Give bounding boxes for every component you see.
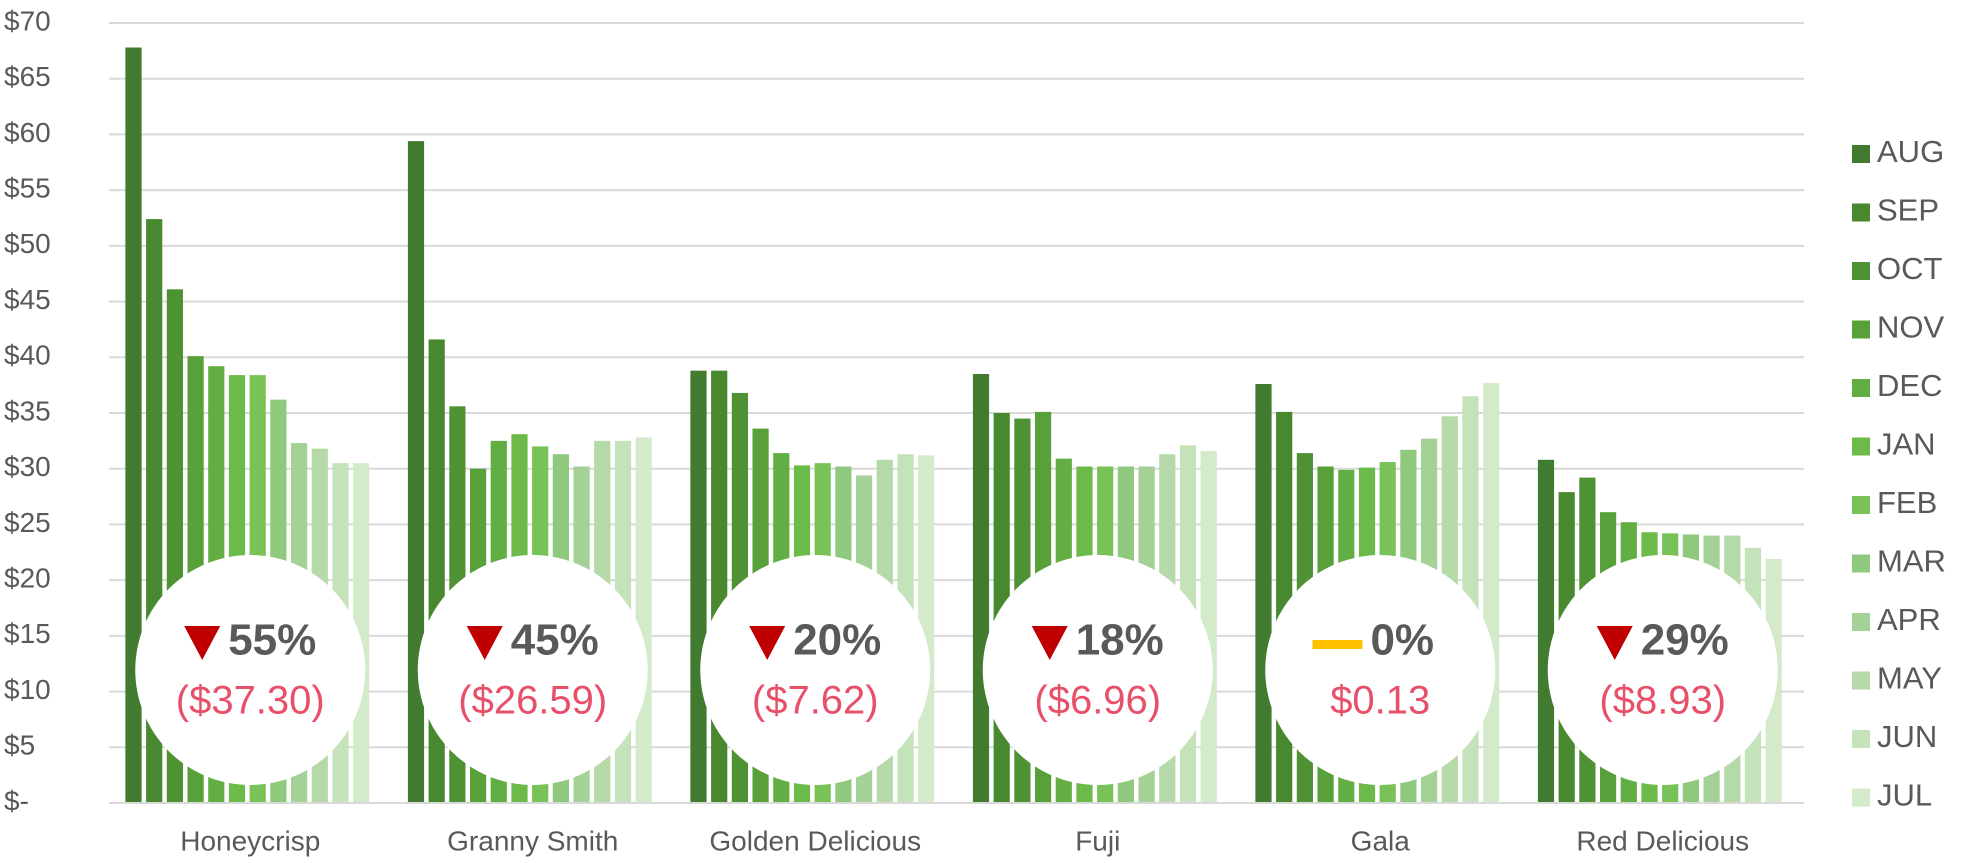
bar — [1483, 382, 1500, 803]
legend-swatch — [1852, 437, 1870, 456]
annotation-percent: 29% — [1641, 616, 1729, 665]
legend-swatch — [1852, 145, 1870, 163]
bar — [407, 141, 425, 804]
down-arrow — [1596, 626, 1633, 660]
annotation: 45% ($26.59) — [417, 555, 648, 785]
annotation-percent: 0% — [1370, 616, 1434, 665]
legend-swatch — [1852, 320, 1870, 339]
legend-swatch — [1852, 554, 1870, 573]
annotation: 20% ($7.62) — [700, 555, 931, 785]
legend-swatch — [1852, 496, 1870, 514]
flat-dash — [1312, 640, 1363, 649]
annotation: 29% ($8.93) — [1547, 555, 1778, 785]
annotation-change: ($37.30) — [176, 679, 325, 723]
x-tick-label: Granny Smith — [447, 825, 618, 856]
annotation-circle — [1547, 555, 1778, 785]
legend-swatch — [1852, 379, 1870, 397]
bar — [125, 47, 142, 804]
down-arrow — [466, 626, 503, 660]
legend-swatch — [1852, 203, 1870, 222]
annotation-change: ($26.59) — [458, 679, 607, 723]
y-tick-label: $60 — [4, 117, 51, 148]
annotation-circle — [700, 555, 931, 785]
y-tick-label: $40 — [4, 340, 51, 371]
down-arrow — [184, 626, 221, 660]
legend-label: DEC — [1877, 368, 1942, 403]
y-tick-label: $35 — [4, 395, 51, 426]
annotation-circle — [1265, 555, 1496, 785]
legend-label: JUN — [1877, 719, 1937, 754]
legend-label: MAR — [1877, 544, 1946, 579]
annotation-change: ($8.93) — [1599, 679, 1726, 723]
x-tick-label: Red Delicious — [1576, 825, 1749, 856]
y-tick-label: $15 — [4, 618, 51, 649]
annotation-change: $0.13 — [1330, 679, 1430, 723]
y-tick-label: $5 — [4, 730, 35, 761]
annotation-change: ($6.96) — [1034, 679, 1161, 723]
annotation-percent: 20% — [793, 616, 881, 665]
annotation-change: ($7.62) — [752, 679, 879, 723]
y-tick-label: $55 — [4, 173, 51, 204]
annotation-circle — [135, 555, 366, 785]
legend-swatch — [1852, 788, 1870, 807]
legend-swatch — [1852, 671, 1870, 690]
annotation: 55% ($37.30) — [135, 555, 366, 785]
x-tick-label: Golden Delicious — [709, 825, 921, 856]
legend-label: FEB — [1877, 485, 1937, 520]
x-tick-label: Honeycrisp — [180, 825, 320, 856]
legend-label: APR — [1877, 602, 1941, 637]
annotation-circle — [982, 555, 1213, 785]
y-tick-label: $50 — [4, 228, 51, 259]
y-tick-label: $65 — [4, 61, 51, 92]
legend-label: NOV — [1877, 310, 1945, 345]
legend-label: JUL — [1877, 778, 1932, 813]
bar — [1255, 384, 1272, 803]
y-tick-label: $30 — [4, 451, 51, 482]
y-tick-label: $45 — [4, 284, 51, 315]
bar — [918, 455, 935, 803]
y-tick-label: $70 — [4, 5, 51, 36]
x-tick-label: Gala — [1351, 825, 1411, 856]
legend-label: JAN — [1877, 427, 1936, 462]
bar — [690, 370, 707, 803]
x-tick-label: Fuji — [1075, 825, 1120, 856]
legend-label: AUG — [1877, 134, 1944, 169]
annotation-percent: 45% — [511, 616, 599, 665]
bar — [1537, 459, 1555, 803]
bar — [353, 463, 370, 803]
legend-swatch — [1852, 613, 1870, 631]
annotation-percent: 55% — [228, 616, 316, 665]
legend-swatch — [1852, 262, 1870, 280]
legend-swatch — [1852, 730, 1870, 748]
bar — [1200, 450, 1217, 803]
y-tick-label: $20 — [4, 563, 51, 594]
annotation-percent: 18% — [1076, 616, 1164, 665]
bar — [972, 374, 990, 803]
annotation: 18% ($6.96) — [982, 555, 1213, 785]
y-tick-label: $- — [4, 785, 29, 816]
y-tick-label: $10 — [4, 674, 51, 705]
down-arrow — [1031, 626, 1068, 660]
legend-label: OCT — [1877, 251, 1943, 286]
annotation-circle — [417, 555, 648, 785]
legend-label: MAY — [1877, 661, 1942, 696]
down-arrow — [749, 626, 786, 660]
annotation: 0% $0.13 — [1265, 555, 1496, 785]
legend-label: SEP — [1877, 193, 1939, 228]
bar — [635, 437, 652, 803]
y-tick-label: $25 — [4, 507, 51, 538]
